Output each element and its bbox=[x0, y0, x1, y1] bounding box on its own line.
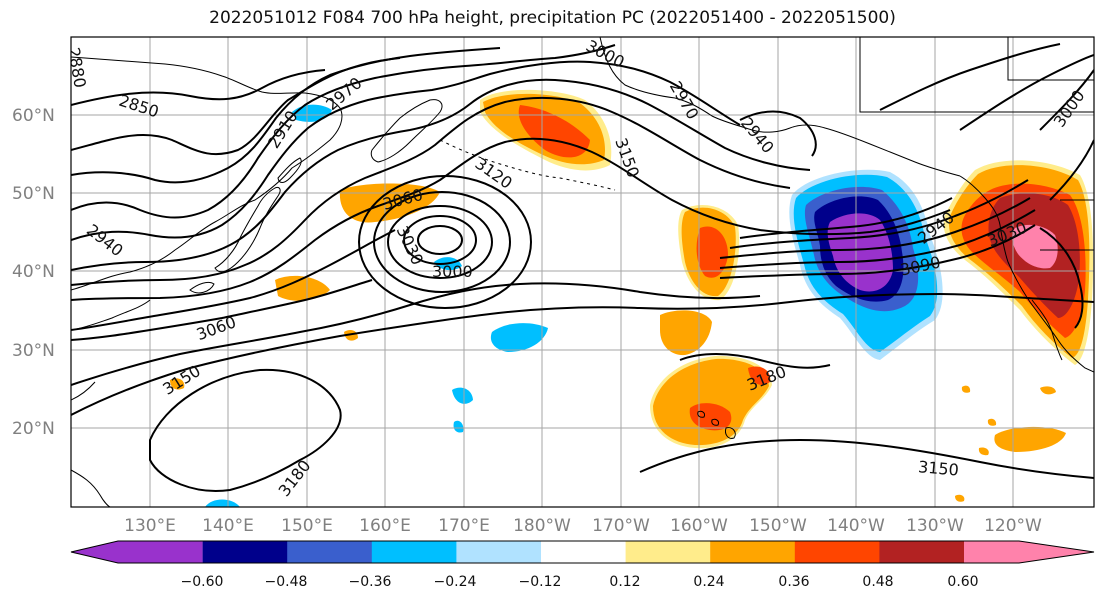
colorbar-outline bbox=[70, 540, 1095, 564]
lon-label: 130°E bbox=[124, 516, 176, 536]
latitude-axis: 60°N 50°N 40°N 30°N 20°N bbox=[12, 106, 55, 439]
lat-label: 60°N bbox=[12, 106, 55, 126]
coastlines bbox=[71, 37, 1094, 507]
colorbar-segment bbox=[71, 541, 203, 563]
colorbar-ticks: −0.60 −0.48 −0.36 −0.24 −0.12 0.12 0.24 … bbox=[181, 574, 979, 590]
colorbar bbox=[70, 540, 1095, 564]
lon-label: 130°W bbox=[906, 516, 964, 536]
colorbar-tick-label: −0.60 bbox=[181, 574, 224, 590]
colorbar-tick-label: 0.24 bbox=[693, 574, 724, 590]
height-contours bbox=[71, 43, 1094, 492]
colorbar-segment bbox=[794, 541, 880, 563]
longitude-axis: 130°E 140°E 150°E 160°E 170°E 180°W 170°… bbox=[124, 516, 1042, 536]
graticule bbox=[71, 37, 1094, 507]
contour-label: 3150 bbox=[917, 457, 959, 479]
contour-label: 2880 bbox=[64, 46, 90, 89]
colorbar-segment bbox=[287, 541, 373, 563]
map-frame bbox=[70, 36, 1095, 508]
lon-label: 150°E bbox=[281, 516, 333, 536]
colorbar-segment bbox=[456, 541, 542, 563]
lat-label: 30°N bbox=[12, 341, 55, 361]
colorbar-tick-label: −0.24 bbox=[434, 574, 477, 590]
contour-label: 3000 bbox=[432, 262, 473, 281]
lon-label: 150°W bbox=[749, 516, 807, 536]
map-title: 2022051012 F084 700 hPa height, precipit… bbox=[209, 8, 896, 28]
colorbar-tick-label: 0.48 bbox=[862, 574, 893, 590]
lon-label: 160°E bbox=[359, 516, 411, 536]
colorbar-tick-label: 0.36 bbox=[778, 574, 809, 590]
colorbar-segment bbox=[625, 541, 711, 563]
lon-label: 180°W bbox=[513, 516, 571, 536]
colorbar-segment bbox=[541, 541, 627, 563]
lon-label: 140°E bbox=[202, 516, 254, 536]
colorbar-tick-label: 0.12 bbox=[609, 574, 640, 590]
colorbar-tick-label: −0.36 bbox=[349, 574, 392, 590]
lon-label: 160°W bbox=[670, 516, 728, 536]
colorbar-segment bbox=[964, 541, 1094, 563]
lon-label: 120°W bbox=[984, 516, 1042, 536]
lat-label: 20°N bbox=[12, 419, 55, 439]
lat-label: 50°N bbox=[12, 184, 55, 204]
colorbar-segment bbox=[710, 541, 796, 563]
colorbar-tick-label: 0.60 bbox=[947, 574, 978, 590]
colorbar-tick-label: −0.12 bbox=[519, 574, 562, 590]
colorbar-segment bbox=[879, 541, 965, 563]
colorbar-tick-label: −0.48 bbox=[265, 574, 308, 590]
lon-label: 140°W bbox=[827, 516, 885, 536]
lat-label: 40°N bbox=[12, 262, 55, 282]
lon-label: 170°W bbox=[592, 516, 650, 536]
colorbar-segment bbox=[371, 541, 457, 563]
colorbar-segment bbox=[202, 541, 288, 563]
lon-label: 170°E bbox=[438, 516, 490, 536]
